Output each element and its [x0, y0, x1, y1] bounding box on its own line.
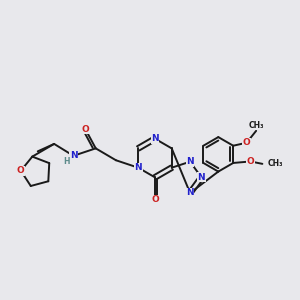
Text: O: O [247, 157, 254, 166]
Text: N: N [70, 151, 77, 160]
Text: N: N [151, 134, 159, 143]
Text: H: H [63, 157, 69, 166]
Text: O: O [243, 138, 250, 147]
Text: O: O [82, 124, 89, 134]
Text: CH₃: CH₃ [248, 121, 264, 130]
Text: N: N [134, 163, 142, 172]
Text: O: O [17, 166, 25, 175]
Text: N: N [186, 157, 194, 166]
Text: N: N [198, 173, 205, 182]
Text: O: O [151, 195, 159, 204]
Text: N: N [186, 188, 194, 197]
Text: CH₃: CH₃ [268, 159, 283, 168]
